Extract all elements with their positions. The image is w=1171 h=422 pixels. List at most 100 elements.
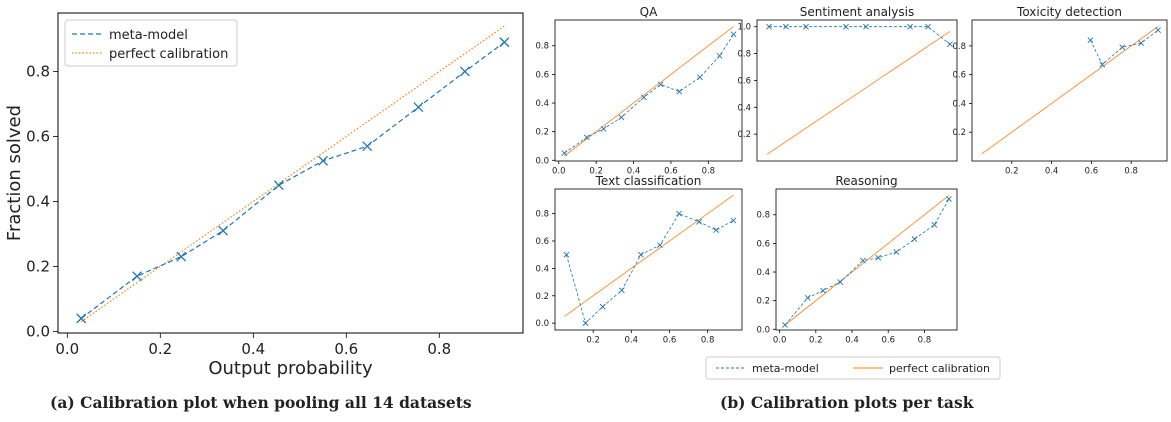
meta-model-point	[657, 81, 664, 88]
meta-model-point	[893, 249, 900, 255]
meta-model-point	[696, 218, 702, 225]
y-axis-label: Fraction solved	[4, 105, 25, 241]
y-tick-label: 0.0	[26, 323, 50, 341]
x-tick-label: 0.6	[334, 340, 358, 358]
x-tick-label: 0.8	[427, 340, 451, 358]
y-tick-label: 0.2	[535, 292, 549, 302]
y-tick-label: 0.2	[26, 258, 50, 276]
axes-frame	[554, 19, 743, 162]
x-tick-label: 0.4	[627, 167, 641, 177]
legend-box	[64, 19, 238, 67]
meta-model-point	[1119, 44, 1126, 51]
legend-perfect-calibration-label: perfect calibration	[889, 362, 990, 375]
meta-model-point	[875, 254, 882, 261]
x-tick-label: 0.2	[586, 336, 600, 346]
meta-model-point	[713, 227, 720, 233]
meta-model-point	[499, 37, 510, 48]
y-tick-label: 0.0	[756, 325, 770, 335]
chart-title: Text classification	[595, 174, 702, 188]
x-tick-label: 0.4	[241, 340, 265, 358]
axes-frame	[554, 188, 743, 331]
meta-model-line	[80, 41, 505, 319]
y-tick-label: 0.8	[756, 211, 770, 221]
meta-model-point	[582, 320, 589, 327]
y-tick-label: 0.2	[952, 128, 966, 138]
x-tick-label: 0.8	[1124, 167, 1138, 177]
y-tick-label: 0.4	[756, 268, 770, 278]
meta-model-point	[820, 287, 826, 294]
y-tick-label: 0.4	[952, 99, 966, 109]
y-tick-label: 0.4	[535, 264, 549, 274]
x-tick-label: 0.8	[702, 167, 716, 177]
per-task-legend: meta-model perfect calibration	[705, 356, 1001, 380]
meta-model-point	[1138, 40, 1145, 46]
x-tick-label: 0.2	[148, 340, 172, 358]
meta-model-line	[769, 26, 951, 45]
x-tick-label: 0.2	[589, 167, 603, 177]
chart-title: Sentiment analysis	[800, 5, 914, 19]
meta-model-point	[766, 23, 772, 30]
axes-frame	[971, 19, 1168, 162]
meta-model-point	[362, 141, 373, 152]
y-tick-label: 0.6	[26, 128, 50, 146]
toxicity-calibration-chart: 0.2 0.4 0.6 0.8 0.2 0.4 0.6 0.8 Toxicity detecti…	[952, 5, 1168, 177]
meta-model-point	[843, 23, 849, 30]
x-tick-label: 0.0	[55, 340, 79, 358]
reasoning-calibration-chart: 0.0 0.2 0.4 0.6 0.8 0.0 0.2 0.4 0.6 0.8 Reasoning	[756, 174, 958, 346]
meta-model-point	[132, 271, 143, 282]
meta-model-point	[583, 134, 590, 141]
caption-a: (a) Calibration plot when pooling all 14…	[50, 393, 472, 412]
meta-model-point	[563, 251, 570, 258]
pooled-calibration-chart: 0.0 0.2 0.4 0.6 0.8 0.0 0.2 0.4 0.6 0.8 Output pro…	[4, 12, 524, 379]
meta-model-point	[803, 23, 809, 30]
meta-model-point	[600, 125, 607, 132]
perfect-calibration-line	[981, 26, 1159, 155]
meta-model-point	[716, 52, 723, 59]
meta-model-point	[925, 23, 931, 30]
meta-model-point	[911, 236, 918, 243]
chart-title: Toxicity detection	[1016, 5, 1122, 19]
calibration-figure: 0.0 0.2 0.4 0.6 0.8 0.0 0.2 0.4 0.6 0.8 Output pro…	[4, 5, 1168, 380]
x-tick-label: 0.6	[664, 167, 678, 177]
meta-model-point	[1099, 61, 1106, 68]
meta-model-point	[782, 322, 788, 328]
x-tick-label: 0.8	[701, 336, 715, 346]
y-tick-label: 1.0	[737, 23, 751, 33]
x-tick-label: 0.0	[552, 167, 566, 177]
meta-model-point	[783, 23, 789, 30]
perfect-calibration-line	[766, 31, 951, 155]
x-tick-label: 0.4	[625, 336, 639, 346]
x-tick-label: 0.6	[881, 336, 895, 346]
meta-model-point	[697, 74, 703, 81]
meta-model-point	[931, 221, 938, 228]
y-tick-label: 0.8	[535, 210, 549, 220]
meta-model-point	[218, 225, 229, 236]
y-tick-label: 0.2	[756, 297, 770, 307]
caption-b: (b) Calibration plots per task	[720, 393, 974, 412]
chart-title: Reasoning	[835, 174, 897, 188]
meta-model-point	[947, 41, 953, 48]
meta-model-point	[1155, 27, 1161, 33]
meta-model-point	[640, 94, 647, 101]
perfect-calibration-line	[564, 26, 734, 157]
meta-model-point	[637, 251, 644, 258]
y-tick-label: 0.4	[26, 193, 50, 211]
pooled-legend: meta-model perfect calibration	[64, 19, 238, 67]
axes-frame	[756, 19, 958, 162]
y-tick-label: 0.8	[535, 42, 549, 52]
meta-model-point	[945, 196, 952, 202]
sentiment-calibration-chart: 0.2 0.4 0.6 0.8 1.0 Sentiment analysis	[737, 5, 958, 162]
x-tick-label: 0.8	[918, 336, 932, 346]
meta-model-point	[618, 114, 625, 121]
y-tick-label: 0.2	[737, 130, 751, 140]
meta-model-point	[599, 303, 606, 310]
meta-model-line	[566, 213, 734, 324]
meta-model-point	[837, 279, 844, 285]
meta-model-line	[564, 34, 734, 154]
chart-title: QA	[640, 5, 658, 19]
x-tick-label: 0.6	[1085, 167, 1099, 177]
meta-model-point	[676, 210, 682, 217]
x-tick-label: 0.0	[773, 336, 787, 346]
y-tick-label: 0.6	[535, 237, 549, 247]
qa-calibration-chart: 0.0 0.2 0.4 0.6 0.8 0.0 0.2 0.4 0.6 0.8 QA	[535, 5, 743, 177]
